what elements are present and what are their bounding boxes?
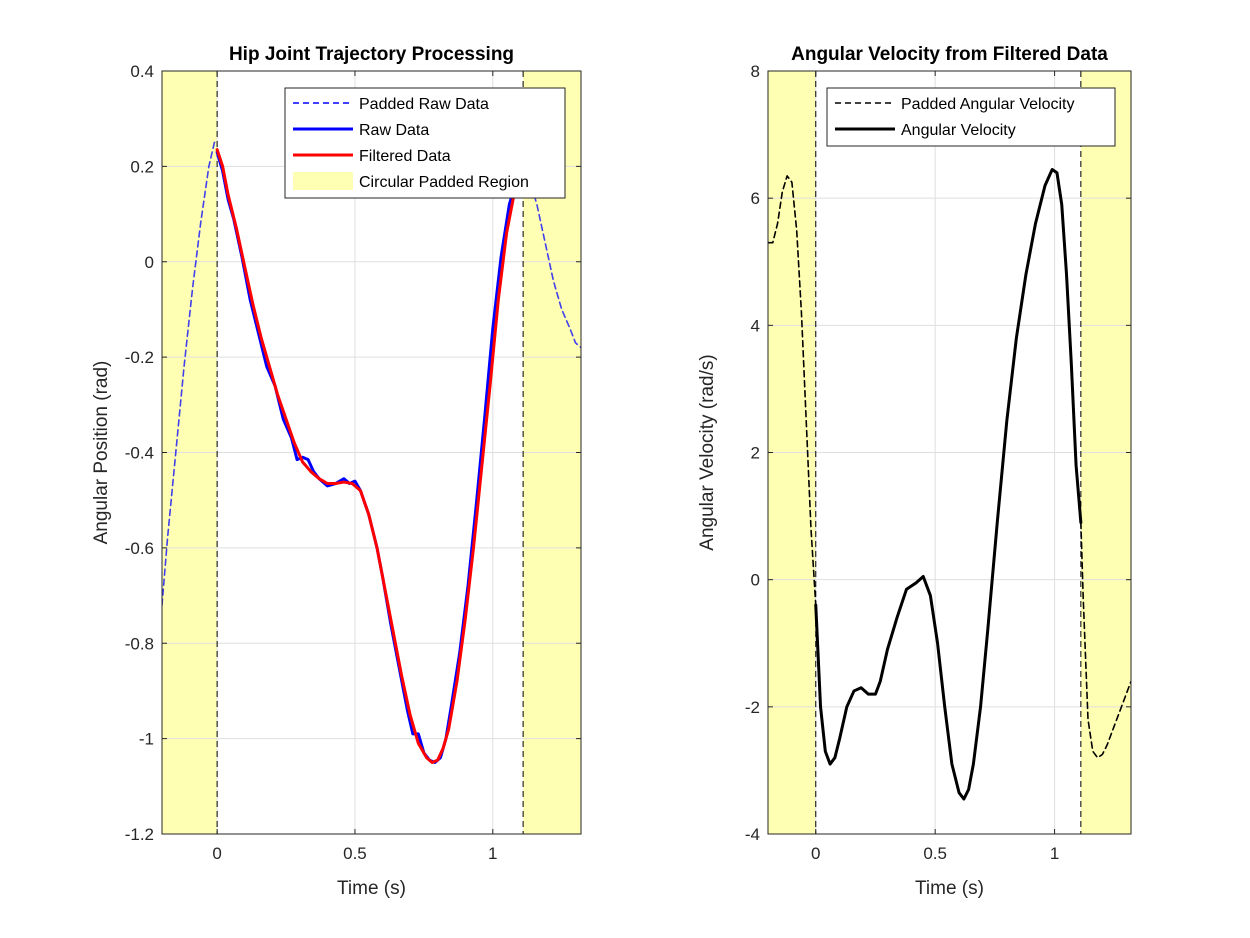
x-tick-label: 1 (1050, 844, 1059, 863)
chart-title: Angular Velocity from Filtered Data (791, 44, 1108, 65)
x-tick-label: 0 (811, 844, 820, 863)
series-line-padded-angular-velocity (768, 175, 817, 606)
y-tick-label: -1.2 (125, 825, 154, 844)
legend-box (826, 87, 1116, 147)
x-tick-label: 1 (488, 844, 497, 863)
left-panel: 0 0.5 1 -1.2 -1 -0.8 -0.6 -0.4 -0.2 0 0.2 0.4 Hip Jo… (91, 44, 582, 899)
y-tick-label: 0.4 (130, 62, 154, 81)
y-tick-label: -4 (745, 825, 760, 844)
series-group (768, 168, 1131, 801)
legend-swatch-region (293, 172, 353, 190)
x-tick-label: 0 (212, 844, 221, 863)
y-tick-label: -0.4 (125, 444, 154, 463)
legend-label: Filtered Data (359, 148, 451, 165)
y-tick-label: -0.2 (125, 348, 154, 367)
x-axis-label: Time (s) (337, 878, 406, 899)
y-axis-label: Angular Velocity (rad/s) (697, 354, 718, 550)
series-line-padded-angular-velocity (1080, 521, 1131, 759)
series-line-angular-velocity (814, 168, 1083, 801)
legend-label: Padded Angular Velocity (901, 96, 1074, 113)
legend-label: Padded Raw Data (359, 96, 489, 113)
y-tick-label: 0.2 (130, 157, 154, 176)
x-axis-label: Time (s) (915, 878, 984, 899)
y-tick-label: -0.8 (125, 634, 154, 653)
legend-label: Circular Padded Region (359, 174, 529, 191)
y-tick-label: 2 (751, 444, 760, 463)
chart-title: Hip Joint Trajectory Processing (229, 44, 514, 65)
y-tick-label: 4 (751, 316, 760, 335)
legend-label: Angular Velocity (901, 122, 1016, 139)
y-tick-label: 0 (751, 571, 760, 590)
y-axis-label: Angular Position (rad) (91, 361, 112, 545)
series-line-padded-raw-data (162, 139, 218, 606)
right-panel: 0 0.5 1 -4 -2 0 2 4 6 8 Angular Velocity from Filt… (697, 44, 1132, 899)
x-tick-label: 0.5 (343, 844, 367, 863)
y-tick-label: -1 (139, 730, 154, 749)
y-tick-label: 8 (751, 62, 760, 81)
y-tick-label: 0 (145, 253, 154, 272)
y-tick-label: 6 (751, 189, 760, 208)
y-tick-label: -0.6 (125, 539, 154, 558)
y-tick-label: -2 (745, 698, 760, 717)
series-line-filtered-data (215, 148, 525, 764)
x-tick-label: 0.5 (923, 844, 947, 863)
legend-label: Raw Data (359, 122, 429, 139)
